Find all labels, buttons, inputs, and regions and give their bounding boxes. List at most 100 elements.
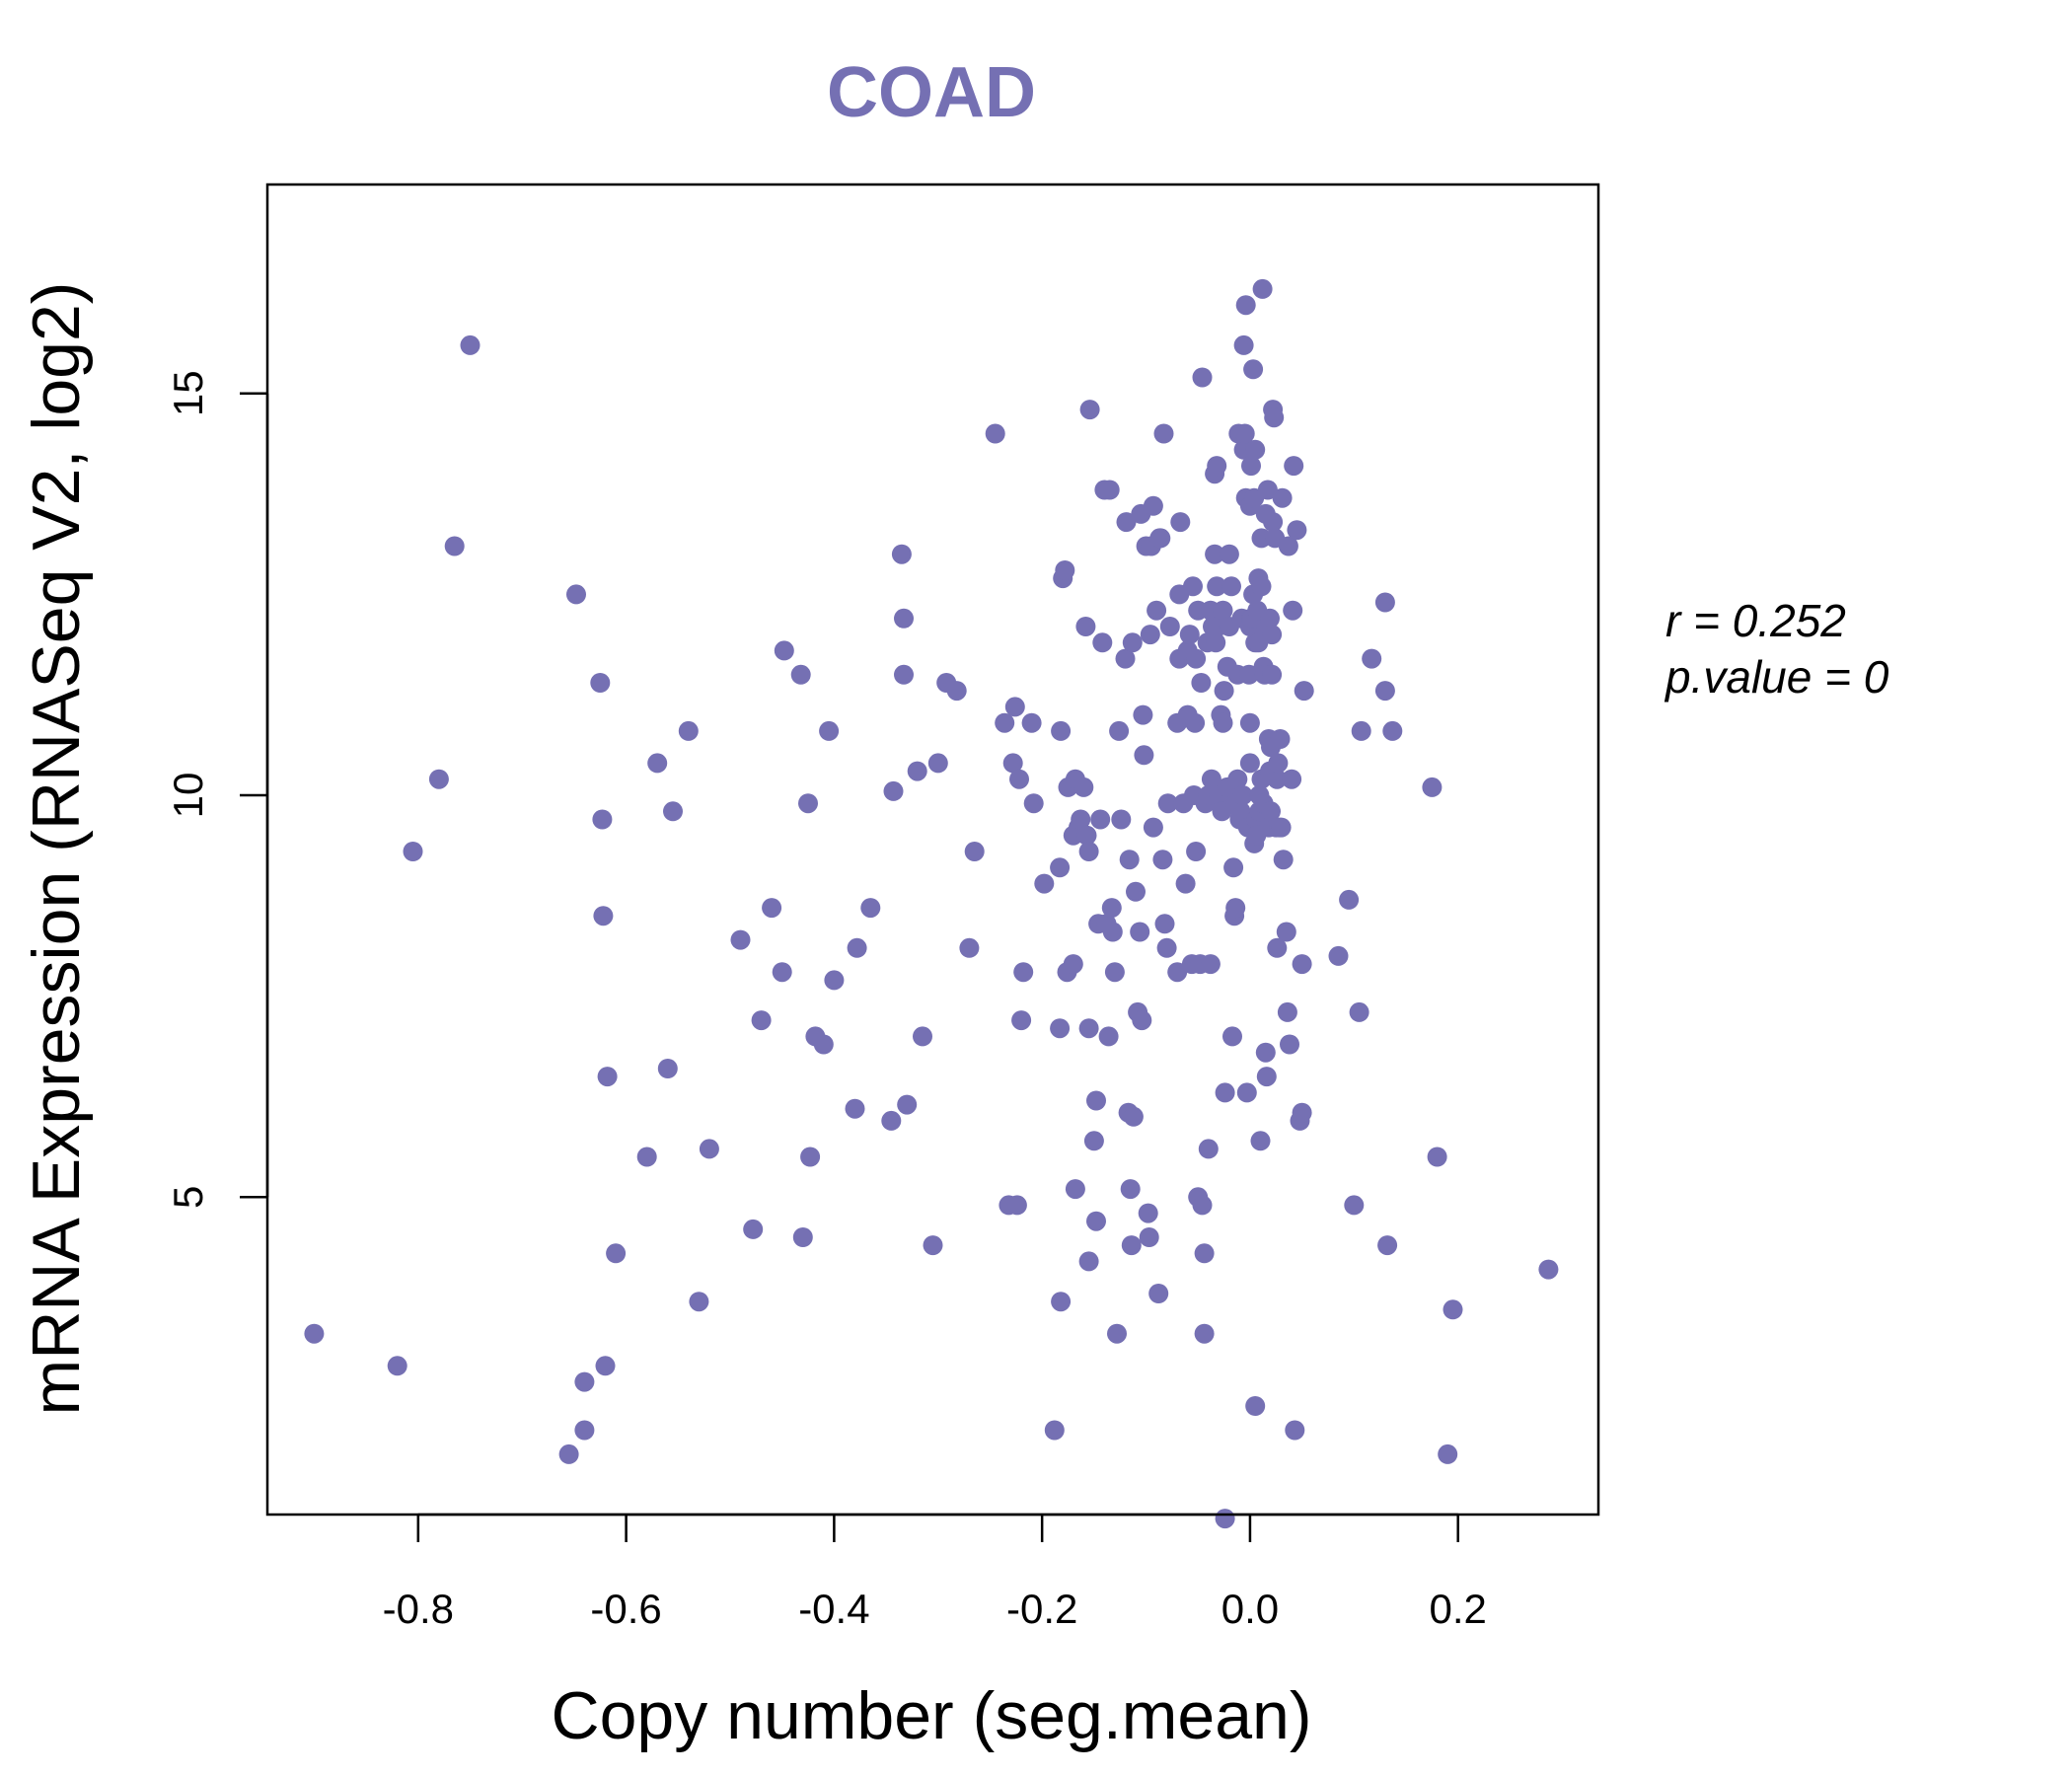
points-layer bbox=[304, 278, 1559, 1529]
data-point bbox=[1157, 793, 1178, 814]
data-point bbox=[743, 1219, 764, 1239]
data-point bbox=[444, 536, 465, 556]
data-point bbox=[860, 898, 881, 919]
data-point bbox=[1101, 898, 1122, 919]
data-point bbox=[894, 608, 914, 629]
data-point bbox=[1013, 962, 1034, 983]
data-point bbox=[1263, 512, 1284, 533]
data-point bbox=[883, 780, 904, 801]
data-point bbox=[1292, 954, 1312, 975]
data-point bbox=[1076, 825, 1097, 846]
data-point bbox=[985, 423, 1005, 444]
data-point bbox=[881, 1110, 902, 1131]
data-point bbox=[1150, 528, 1171, 549]
data-point bbox=[1292, 1102, 1312, 1123]
data-point bbox=[1207, 456, 1227, 477]
data-point bbox=[1143, 495, 1163, 516]
data-point bbox=[1120, 1179, 1141, 1200]
data-point bbox=[1185, 712, 1206, 733]
data-point bbox=[1075, 617, 1096, 636]
data-point bbox=[1186, 648, 1207, 669]
data-point bbox=[1140, 625, 1160, 645]
data-point bbox=[1159, 617, 1180, 636]
data-point bbox=[1267, 937, 1288, 958]
data-point bbox=[1034, 873, 1055, 894]
data-point bbox=[1123, 1106, 1144, 1127]
data-point bbox=[1023, 793, 1044, 814]
data-point bbox=[1078, 1018, 1099, 1039]
x-axis: -0.8 -0.6 -0.4 -0.2 0.0 0.2 bbox=[383, 1513, 1487, 1632]
data-point bbox=[897, 1094, 918, 1115]
data-point bbox=[1225, 898, 1246, 919]
data-point bbox=[1251, 576, 1272, 597]
data-point bbox=[566, 584, 586, 605]
data-point bbox=[751, 1010, 772, 1031]
data-point bbox=[1194, 1323, 1215, 1344]
data-point bbox=[1422, 777, 1443, 797]
data-point bbox=[813, 1034, 834, 1055]
data-point bbox=[1213, 600, 1233, 621]
x-tick-label: 0.0 bbox=[1221, 1586, 1279, 1632]
data-point bbox=[1284, 456, 1304, 477]
x-tick-label: -0.8 bbox=[383, 1586, 454, 1632]
data-point bbox=[678, 720, 699, 741]
data-point bbox=[790, 664, 811, 685]
data-point bbox=[1377, 1235, 1398, 1256]
data-point bbox=[1200, 954, 1221, 975]
data-point bbox=[1102, 922, 1123, 942]
data-point bbox=[1238, 664, 1259, 685]
data-point bbox=[1273, 850, 1294, 870]
data-point bbox=[1270, 729, 1291, 749]
data-point bbox=[647, 753, 668, 774]
p-value-label: p.value = 0 bbox=[1664, 651, 1889, 703]
plot-frame bbox=[265, 183, 1600, 1517]
data-point bbox=[593, 906, 614, 926]
data-point bbox=[1260, 608, 1280, 629]
data-point bbox=[1201, 769, 1221, 789]
data-point bbox=[1245, 439, 1266, 460]
data-point bbox=[1063, 954, 1083, 975]
data-point bbox=[1156, 937, 1177, 958]
data-point bbox=[1192, 367, 1213, 388]
data-point bbox=[460, 334, 481, 355]
x-tick-label: -0.2 bbox=[1006, 1586, 1077, 1632]
data-point bbox=[1133, 704, 1153, 725]
data-point bbox=[1243, 359, 1264, 380]
data-point bbox=[1147, 600, 1167, 621]
data-point bbox=[1121, 1235, 1142, 1256]
data-point bbox=[1214, 681, 1234, 702]
data-point bbox=[1294, 681, 1314, 702]
data-point bbox=[574, 1371, 595, 1392]
data-point bbox=[1192, 1195, 1213, 1216]
data-point bbox=[1134, 745, 1154, 766]
data-point bbox=[1098, 1026, 1119, 1047]
data-point bbox=[1167, 962, 1188, 983]
data-point bbox=[927, 753, 948, 774]
data-point bbox=[1021, 712, 1042, 733]
data-point bbox=[1277, 1001, 1297, 1022]
data-point bbox=[595, 1356, 616, 1376]
data-point bbox=[1115, 648, 1136, 669]
data-point bbox=[1175, 873, 1196, 894]
data-point bbox=[894, 664, 914, 685]
data-point bbox=[1051, 720, 1072, 741]
data-point bbox=[1194, 1243, 1215, 1264]
data-point bbox=[1071, 809, 1091, 830]
data-point bbox=[1116, 512, 1137, 533]
data-point bbox=[1374, 681, 1395, 702]
data-point bbox=[1078, 1251, 1099, 1272]
data-point bbox=[730, 929, 751, 950]
data-point bbox=[1241, 456, 1261, 477]
data-point bbox=[1099, 480, 1120, 500]
data-point bbox=[1222, 1026, 1242, 1047]
data-point bbox=[800, 1147, 821, 1167]
data-point bbox=[1374, 592, 1395, 613]
data-point bbox=[1232, 785, 1253, 805]
data-point bbox=[1339, 889, 1360, 910]
data-point bbox=[1427, 1147, 1447, 1167]
data-point bbox=[1206, 632, 1226, 653]
data-point bbox=[995, 712, 1015, 733]
y-tick-label: 15 bbox=[165, 370, 211, 416]
data-point bbox=[1119, 850, 1140, 870]
